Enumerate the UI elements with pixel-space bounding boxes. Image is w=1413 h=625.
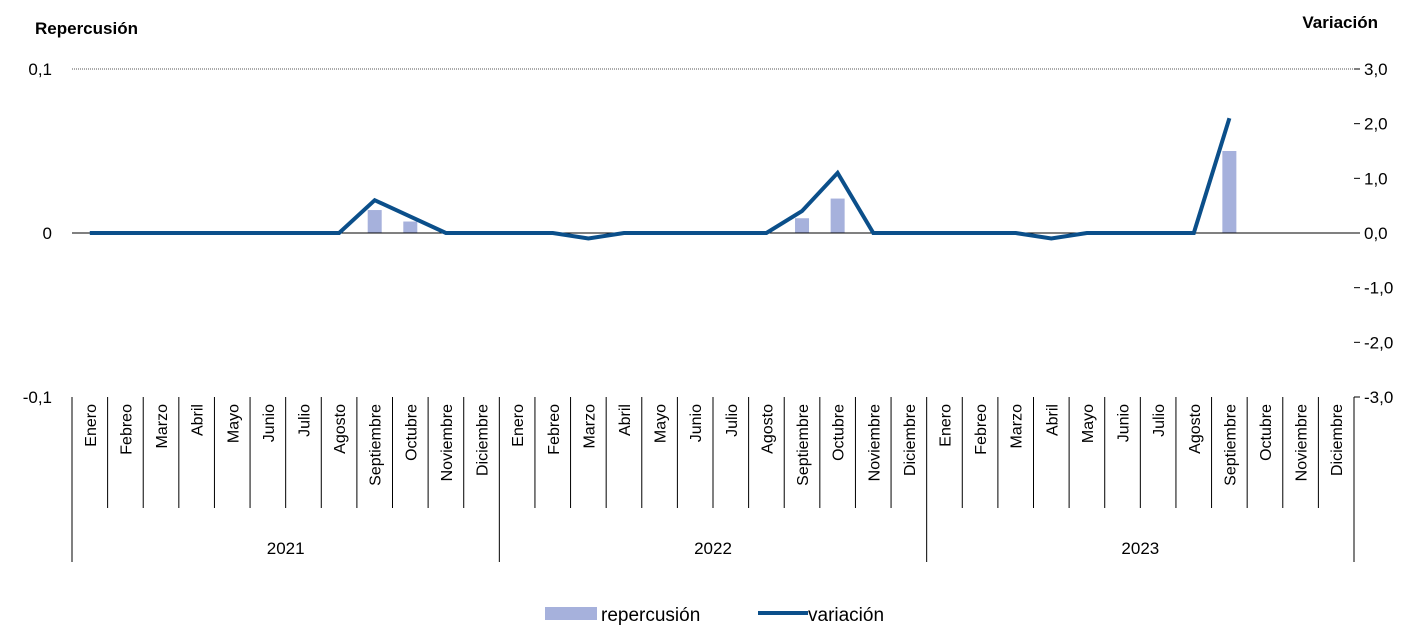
bar [403,221,418,233]
left-tick-label: -0,1 [23,388,52,407]
month-label: Septiembre [795,404,812,486]
right-tick-label: -3,0 [1364,388,1393,407]
month-label: Septiembre [1222,404,1239,486]
month-label: Diciembre [1329,404,1346,476]
right-axis-title: Variación [1302,13,1378,32]
month-label: Noviembre [1294,404,1311,481]
right-tick-label: 0,0 [1364,224,1388,243]
month-label: Junio [688,404,705,442]
left-tick-label: 0 [43,224,52,243]
right-tick-label: 1,0 [1364,169,1388,188]
right-tick-label: -1,0 [1364,279,1393,298]
month-label: Abril [617,404,634,436]
month-label: Enero [510,404,527,447]
month-label: Octubre [403,404,420,461]
bar [367,210,382,233]
left-tick-label: 0,1 [28,60,52,79]
month-label: Octubre [1258,404,1275,461]
month-label: Febreo [546,404,563,455]
month-label: Enero [937,404,954,447]
month-label: Julio [1151,404,1168,437]
month-label: Marzo [154,404,171,449]
right-tick-label: 2,0 [1364,115,1388,134]
month-label: Diciembre [475,404,492,476]
month-label: Enero [83,404,100,447]
month-label: Mayo [653,404,670,443]
month-label: Septiembre [368,404,385,486]
legend: repercusión variación [545,605,884,625]
bar [795,218,810,233]
month-label: Febreo [118,404,135,455]
month-label: Junio [1116,404,1133,442]
month-label: Marzo [1009,404,1026,449]
month-label: Noviembre [866,404,883,481]
left-axis-title: Repercusión [35,19,138,38]
month-label: Junio [261,404,278,442]
right-tick-label: -2,0 [1364,333,1393,352]
month-label: Mayo [1080,404,1097,443]
month-label: Agosto [332,404,349,454]
legend-label-variacion: variación [808,605,884,625]
month-label: Abril [190,404,207,436]
month-label: Julio [296,404,313,437]
left-axis-ticks: -0,1 0 0,1 [23,60,52,407]
month-label: Abril [1044,404,1061,436]
bar [1222,151,1237,233]
right-axis-ticks: -3,0 -2,0 -1,0 0,0 1,0 2,0 3,0 [1354,60,1393,407]
month-label: Julio [724,404,741,437]
repercusion-bars [367,151,1237,233]
month-label: Marzo [581,404,598,449]
year-label: 2021 [267,539,305,558]
month-label: Octubre [831,404,848,461]
month-label: Febreo [973,404,990,455]
month-label: Mayo [225,404,242,443]
month-label: Agosto [759,404,776,454]
month-label: Noviembre [439,404,456,481]
year-label: 2023 [1121,539,1159,558]
legend-swatch-repercusion [545,607,597,620]
bar [830,198,845,233]
year-label: 2022 [694,539,732,558]
x-axis: Enero Febreo Marzo Abril Mayo Junio Julio Agost… [71,397,1355,562]
legend-label-repercusion: repercusión [601,605,700,625]
month-label: Diciembre [902,404,919,476]
right-tick-label: 3,0 [1364,60,1388,79]
variacion-line [89,117,1232,241]
month-label: Agosto [1187,404,1204,454]
